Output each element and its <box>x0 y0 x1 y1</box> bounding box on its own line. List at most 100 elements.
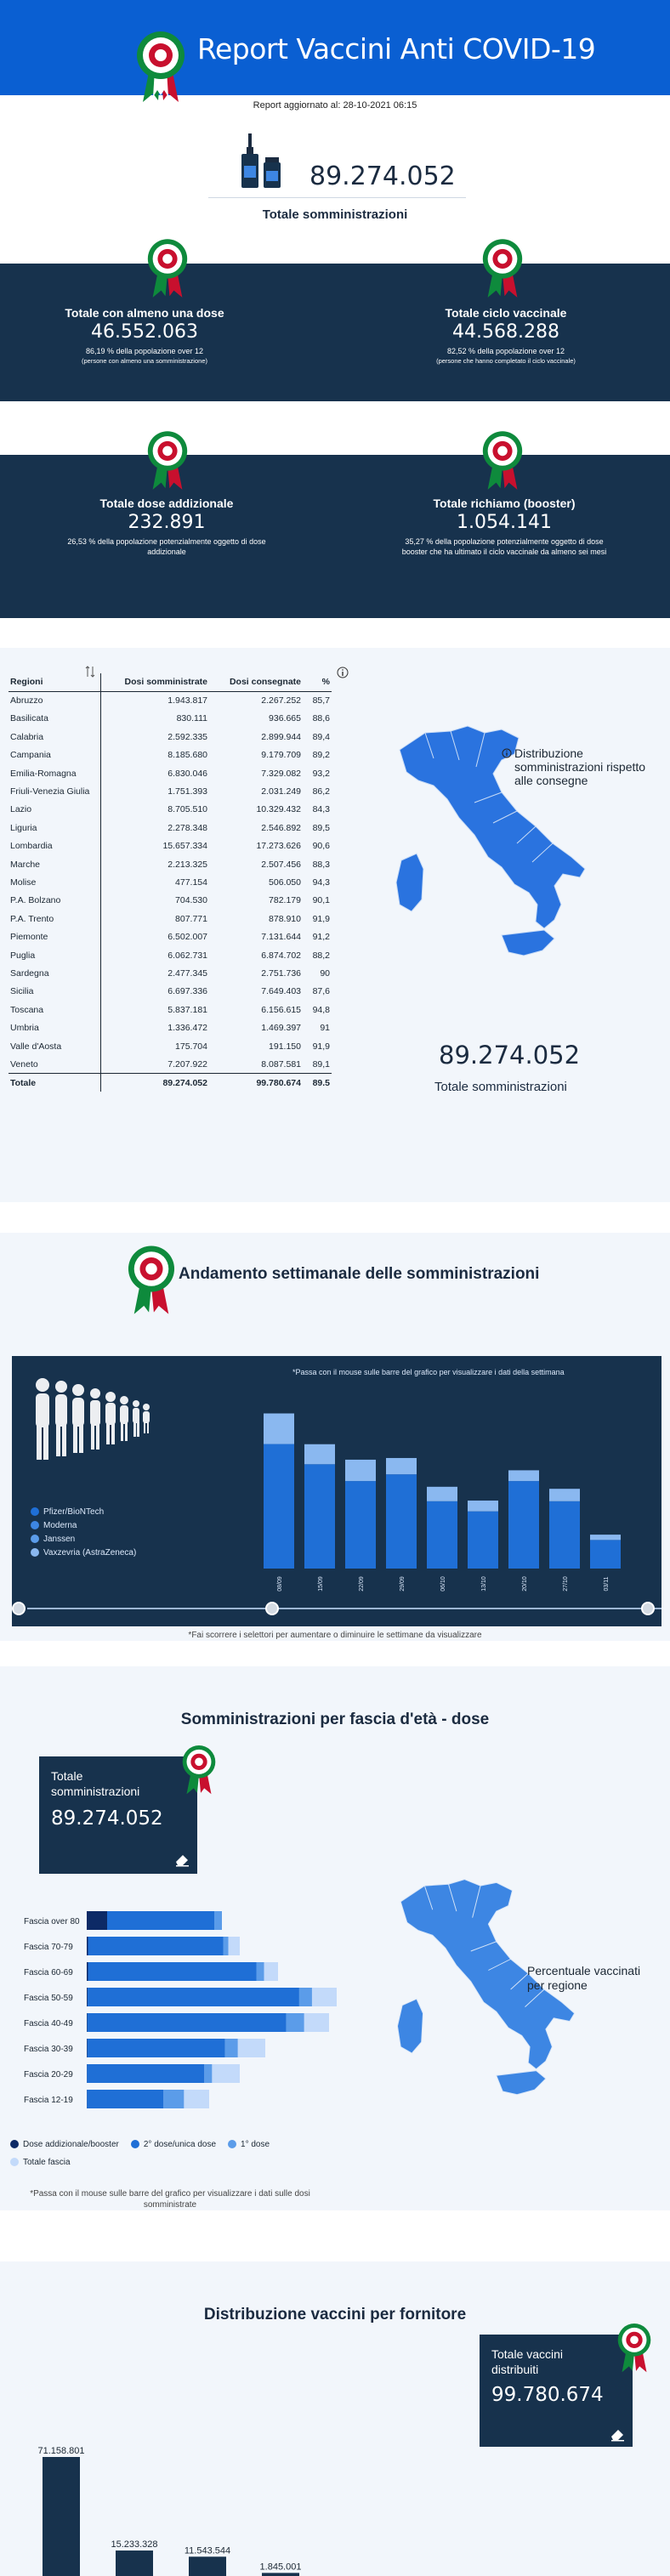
table-cell: 91 <box>320 1023 330 1034</box>
table-cell: 94,3 <box>312 877 330 888</box>
legend-item[interactable]: 1° dose <box>228 2140 270 2149</box>
age-title: Somministrazioni per fascia d'età - dose <box>180 1711 490 1728</box>
range-slider-handle-left[interactable] <box>12 1602 26 1615</box>
supplier-bar <box>43 2457 80 2576</box>
stat-subtitle: 82,52 % della popolazione over 12 <box>446 347 565 355</box>
divider <box>208 197 466 198</box>
legend-item[interactable]: Janssen <box>31 1535 136 1544</box>
table-row[interactable]: Friuli-Venezia Giulia 1.751.393 2.031.249 8… <box>9 782 332 801</box>
supplier-bar <box>262 2573 299 2576</box>
table-cell: 807.771 <box>99 910 209 928</box>
italy-region-map[interactable] <box>374 707 595 979</box>
table-row[interactable]: Lazio 8.705.510 10.329.432 84,3 <box>9 800 332 820</box>
x-tick-label: 27/10 <box>563 1576 569 1592</box>
table-row[interactable]: Calabria 2.592.335 2.899.944 89,4 <box>9 728 332 746</box>
table-cell: 7.329.082 <box>261 768 301 779</box>
range-slider-handle-mid[interactable] <box>265 1602 279 1615</box>
tricolor-rosette-icon <box>482 431 523 490</box>
weekly-bar-moderna <box>386 1457 417 1475</box>
table-cell: Toscana <box>10 1004 44 1015</box>
card-value: 99.780.674 <box>491 2384 604 2406</box>
table-row[interactable]: Campania 8.185.680 9.179.709 89,2 <box>9 746 332 764</box>
table-row[interactable]: Valle d'Aosta 175.704 191.150 91,9 <box>9 1036 332 1056</box>
info-icon <box>502 748 512 758</box>
weekly-bar-moderna <box>508 1470 539 1482</box>
age-bar-second-dose <box>87 2013 287 2032</box>
table-row[interactable]: Liguria 2.278.348 2.546.892 89,5 <box>9 819 332 837</box>
table-row[interactable]: Lombardia 15.657.334 17.273.626 90,6 <box>9 837 332 855</box>
table-row[interactable]: Piemonte 6.502.007 7.131.644 91,2 <box>9 928 332 946</box>
weekly-bar-pfizer-biontech <box>427 1501 457 1569</box>
page-title: Report Vaccini Anti COVID-19 <box>197 32 596 65</box>
eraser-icon[interactable] <box>173 1852 190 1867</box>
column-header[interactable]: % <box>303 673 332 692</box>
table-row[interactable]: P.A. Trento 807.771 878.910 91,9 <box>9 910 332 928</box>
table-row[interactable]: Puglia 6.062.731 6.874.702 88,2 <box>9 945 332 965</box>
legend-item[interactable]: Dose addizionale/booster <box>10 2140 119 2149</box>
table-cell: 85,7 <box>312 695 330 706</box>
table-row[interactable]: Marche 2.213.325 2.507.456 88,3 <box>9 854 332 874</box>
weekly-bar-pfizer-biontech <box>549 1501 580 1569</box>
table-row[interactable]: Molise 477.154 506.050 94,3 <box>9 873 332 892</box>
range-slider-track[interactable] <box>27 1608 661 1609</box>
table-cell: 936.665 <box>269 713 301 724</box>
legend-item[interactable]: Pfizer/BioNTech <box>31 1507 136 1517</box>
age-bar-second-dose <box>87 2039 225 2057</box>
tricolor-rosette-icon <box>128 1245 175 1314</box>
legend-item[interactable]: 2° dose/unica dose <box>130 2140 217 2149</box>
age-bar-booster <box>87 1911 107 1930</box>
stat-full-cycle: Totale ciclo vaccinale 44.568.288 82,52 … <box>408 306 604 365</box>
y-tick-label: Fascia 12-19 <box>24 2096 73 2105</box>
table-cell: 782.179 <box>269 895 301 906</box>
table-row[interactable]: Sardegna 2.477.345 2.751.736 90 <box>9 964 332 983</box>
table-cell: 2.592.335 <box>99 728 209 746</box>
column-header[interactable]: Dosi somministrate <box>99 673 209 692</box>
column-header[interactable]: Dosi consegnate <box>209 673 303 692</box>
table-cell: 10.329.432 <box>256 804 301 815</box>
weekly-bar-chart[interactable]: 08/09 15/09 22/09 29/09 06/10 13/10 20/10 27/10… <box>258 1399 641 1594</box>
table-cell: 830.111 <box>99 709 209 729</box>
table-row[interactable]: Emilia-Romagna 6.830.046 7.329.082 93,2 <box>9 763 332 783</box>
table-cell: Marche <box>10 859 41 870</box>
table-row[interactable]: Sicilia 6.697.336 7.649.403 87,6 <box>9 982 332 1001</box>
legend-label: Vaxzevria (AstraZeneca) <box>43 1548 137 1558</box>
table-cell: 1.943.817 <box>99 691 209 710</box>
age-bar-chart[interactable]: Fascia over 80 Fascia 70-79 Fascia 60-69 Fa… <box>9 1904 349 2117</box>
legend-item[interactable]: Moderna <box>31 1521 136 1530</box>
table-row[interactable]: Basilicata 830.111 936.665 88,6 <box>9 709 332 729</box>
legend-swatch <box>10 2140 19 2149</box>
age-bar-second-dose <box>87 2064 205 2083</box>
stat-title: Totale con almeno una dose <box>65 306 224 320</box>
legend-item[interactable]: Totale fascia <box>10 2158 71 2167</box>
table-cell: 88,6 <box>312 713 330 724</box>
table-row[interactable]: Veneto 7.207.922 8.087.581 89,1 <box>9 1055 332 1074</box>
table-cell: 1.336.472 <box>99 1018 209 1037</box>
legend-swatch <box>31 1521 39 1530</box>
info-icon[interactable] <box>337 667 349 678</box>
table-cell: 89.5 <box>303 1073 332 1092</box>
table-cell: 878.910 <box>269 913 301 924</box>
table-cell: 90,1 <box>312 895 330 906</box>
table-row[interactable]: P.A. Bolzano 704.530 782.179 90,1 <box>9 891 332 911</box>
italy-vaccinated-map[interactable] <box>374 1862 587 2117</box>
table-row[interactable]: Abruzzo 1.943.817 2.267.252 85,7 <box>9 691 332 710</box>
age-bar-booster <box>87 1937 88 1955</box>
page-header: Report Vaccini Anti COVID-19 <box>0 0 670 102</box>
age-bar-first-dose <box>163 2090 185 2108</box>
legend-item[interactable]: Vaxzevria (AstraZeneca) <box>31 1548 136 1558</box>
table-row[interactable]: Toscana 5.837.181 6.156.615 94,8 <box>9 1001 332 1019</box>
suppliers-total-card: Totale vaccini distribuiti 99.780.674 <box>480 2335 633 2447</box>
table-cell: 7.207.922 <box>99 1055 209 1074</box>
legend-label: 2° dose/unica dose <box>143 2140 217 2149</box>
legend-swatch <box>31 1548 39 1558</box>
table-cell: 84,3 <box>312 804 330 815</box>
legend-swatch <box>31 1535 39 1544</box>
table-row[interactable]: Umbria 1.336.472 1.469.397 91 <box>9 1018 332 1037</box>
weekly-bar-moderna <box>264 1413 294 1444</box>
suppliers-bar-chart[interactable]: 71.158.801 15.233.328 11.543.544 1.845.001 <box>17 2423 323 2576</box>
table-cell: Campania <box>10 750 51 761</box>
range-slider-handle-right[interactable] <box>641 1602 655 1615</box>
column-header[interactable]: Regioni <box>9 673 100 692</box>
eraser-icon[interactable] <box>609 2426 626 2442</box>
table-cell: 91,2 <box>312 932 330 943</box>
